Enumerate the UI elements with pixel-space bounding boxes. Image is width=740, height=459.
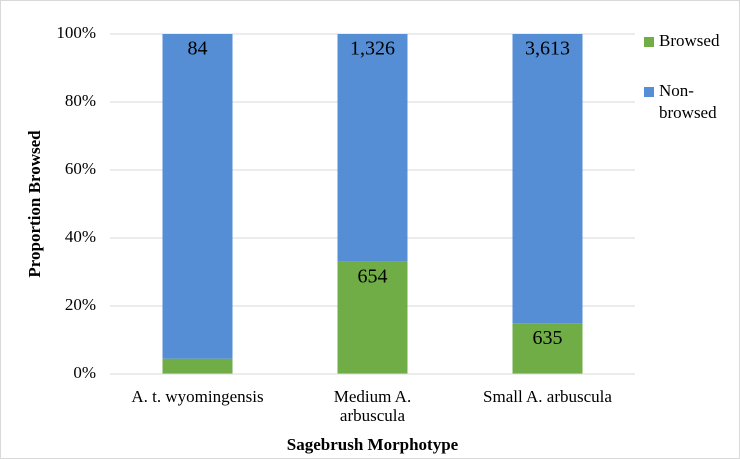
- data-label: 654: [358, 265, 388, 287]
- x-tick-label: Small A. arbuscula: [483, 387, 612, 406]
- x-tick-label: arbuscula: [340, 406, 406, 425]
- data-label: 84: [188, 38, 208, 60]
- y-tick-label: 80%: [65, 91, 96, 110]
- data-label: 3,613: [525, 38, 570, 60]
- x-tick-label: A. t. wyomingensis: [131, 387, 263, 406]
- y-axis-title: Proportion Browsed: [25, 130, 44, 278]
- bar-segment: [512, 323, 583, 374]
- y-tick-label: 0%: [73, 363, 96, 382]
- bar-segment: [337, 261, 408, 374]
- y-tick-label: 60%: [65, 159, 96, 178]
- legend-swatch: [644, 37, 654, 47]
- legend-label: browsed: [659, 103, 717, 122]
- bar-segment: [512, 34, 583, 324]
- legend-label: Browsed: [659, 31, 720, 50]
- legend-swatch: [644, 87, 654, 97]
- legend-label: Non-: [659, 81, 694, 100]
- x-tick-label: Medium A.: [334, 387, 411, 406]
- data-label: 1,326: [350, 38, 395, 60]
- data-label: 635: [533, 327, 563, 349]
- bar-segment: [162, 358, 233, 374]
- bar-segment: [162, 34, 233, 359]
- bar-segment: [337, 34, 408, 262]
- y-tick-label: 40%: [65, 227, 96, 246]
- y-tick-label: 20%: [65, 295, 96, 314]
- x-axis-title: Sagebrush Morphotype: [287, 435, 459, 454]
- y-tick-label: 100%: [56, 23, 96, 42]
